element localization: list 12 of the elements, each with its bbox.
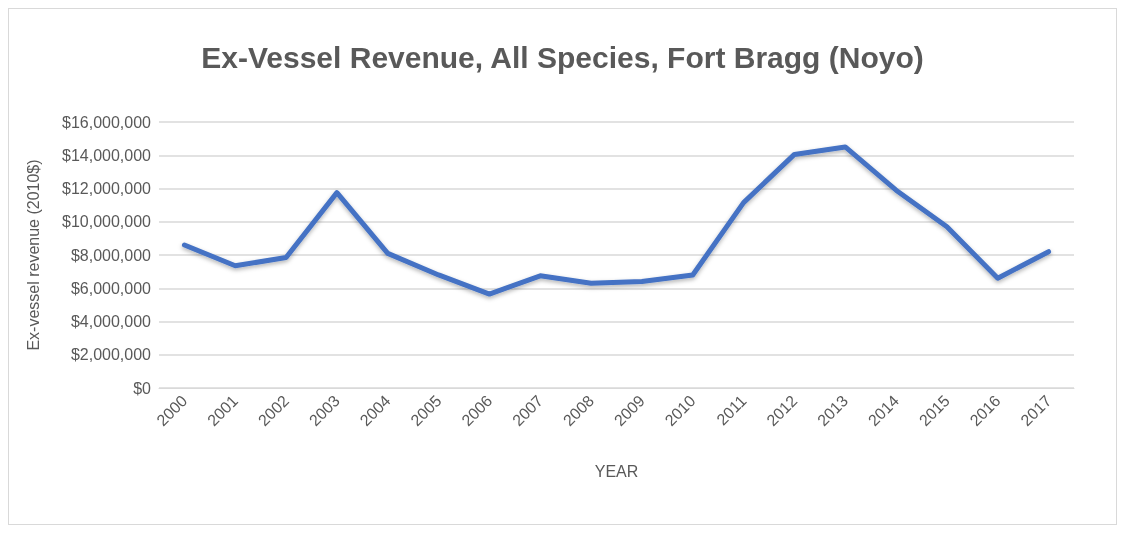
y-tick-label: $4,000,000 — [70, 313, 152, 330]
x-axis-title: YEAR — [594, 462, 639, 480]
chart-title: Ex-Vessel Revenue, All Species, Fort Bragg (Noyo) — [201, 40, 924, 74]
y-tick-label: $10,000,000 — [62, 213, 152, 231]
y-tick-label: $0 — [133, 379, 152, 397]
y-tick-label: $12,000,000 — [62, 180, 152, 197]
y-tick-label: $6,000,000 — [70, 279, 152, 297]
y-axis-title: Ex-vessel revenue (2010$) — [24, 159, 42, 351]
y-tick-label: $14,000,000 — [62, 146, 152, 164]
y-tick-label: $16,000,000 — [62, 113, 152, 131]
y-tick-label: $8,000,000 — [70, 246, 152, 264]
y-tick-label: $2,000,000 — [70, 346, 152, 364]
